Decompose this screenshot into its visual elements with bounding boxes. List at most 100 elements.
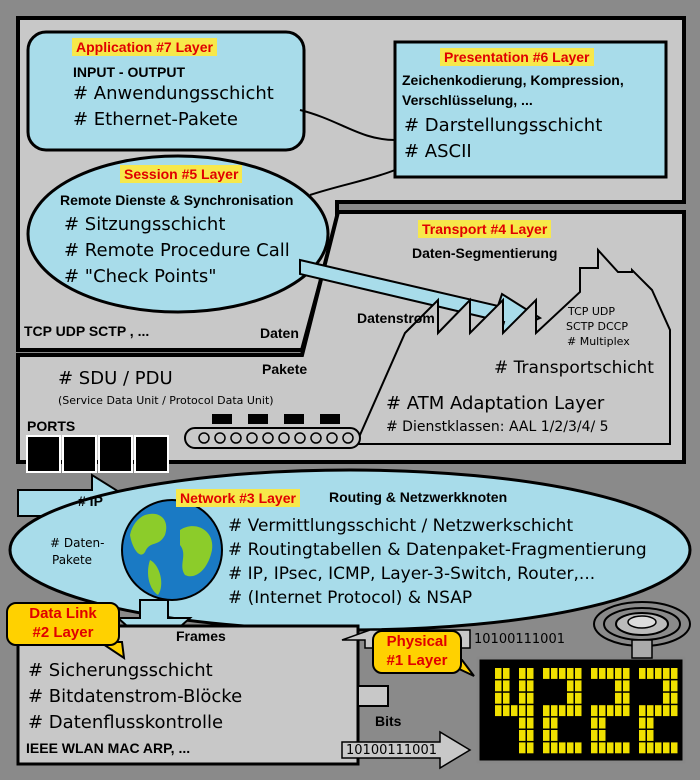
- signal-icon: [594, 602, 690, 658]
- display-pixel: [575, 705, 582, 716]
- display-pixel: [575, 742, 582, 753]
- datalink-item: # Datenflusskontrolle: [28, 712, 223, 733]
- display-pixel: [663, 693, 670, 704]
- display-pixel: [607, 668, 614, 679]
- display-pixel: [575, 668, 582, 679]
- display-pixel: [647, 742, 654, 753]
- display-pixel: [567, 668, 574, 679]
- display-pixel: [615, 668, 622, 679]
- network-item: # Vermittlungsschicht / Netzwerkschicht: [228, 516, 573, 536]
- display-pixel: [551, 742, 558, 753]
- display-pixel: [495, 680, 502, 691]
- sdu-label: # SDU / PDU: [58, 368, 173, 389]
- network-item: # (Internet Protocol) & NSAP: [228, 588, 472, 608]
- display-pixel: [623, 680, 630, 691]
- display-pixel: [519, 742, 526, 753]
- network-item: # IP, IPsec, ICMP, Layer-3-Switch, Route…: [228, 564, 595, 584]
- display-pixel: [639, 718, 646, 729]
- display-pixel: [655, 668, 662, 679]
- display-pixel: [663, 668, 670, 679]
- display-pixel: [671, 705, 678, 716]
- display-pixel: [615, 705, 622, 716]
- display-pixel: [671, 693, 678, 704]
- display-pixel: [575, 693, 582, 704]
- session-heading: Remote Dienste & Synchronisation: [60, 192, 293, 208]
- display-pixel: [495, 668, 502, 679]
- display-pixel: [591, 705, 598, 716]
- display-pixel: [599, 668, 606, 679]
- display-pixel: [567, 705, 574, 716]
- display-pixel: [527, 730, 534, 741]
- display-pixel: [599, 705, 606, 716]
- display-pixel: [527, 668, 534, 679]
- network-side-2: Pakete: [52, 553, 92, 567]
- display-pixel: [647, 705, 654, 716]
- datalink-tag: Data Link #2 Layer: [6, 602, 120, 646]
- factory-protocol: TCP UDP: [568, 305, 615, 318]
- datalink-protocols: IEEE WLAN MAC ARP, ...: [26, 740, 190, 756]
- ip-label: # IP: [78, 493, 103, 509]
- datalink-tag-line-1: Data Link: [8, 604, 118, 623]
- datalink-item: # Bitdatenstrom-Blöcke: [28, 686, 242, 707]
- presentation-heading-1: Zeichenkodierung, Kompression,: [402, 72, 624, 88]
- display-pixel: [647, 730, 654, 741]
- display-pixel: [671, 742, 678, 753]
- display-pixel: [503, 668, 510, 679]
- application-item: # Anwendungsschicht: [73, 83, 274, 104]
- display-pixel: [591, 742, 598, 753]
- display-pixel: [495, 705, 502, 716]
- display-pixel: [527, 718, 534, 729]
- physical-tag-line-1: Physical: [374, 632, 460, 651]
- display-pixel: [543, 705, 550, 716]
- display-pixel: [519, 705, 526, 716]
- display-pixel: [639, 730, 646, 741]
- presentation-tag: Presentation #6 Layer: [440, 48, 594, 66]
- display-pixel: [663, 742, 670, 753]
- display-pixel: [615, 680, 622, 691]
- display-pixel: [639, 705, 646, 716]
- application-heading: INPUT - OUTPUT: [73, 64, 185, 80]
- display-pixel: [591, 668, 598, 679]
- transport-protocols: TCP UDP SCTP , ...: [24, 323, 149, 339]
- transportschicht: # Transportschicht: [494, 358, 654, 378]
- display-pixel: [519, 730, 526, 741]
- network-tag: Network #3 Layer: [176, 489, 300, 507]
- display-pixel: [519, 680, 526, 691]
- display-pixel: [567, 742, 574, 753]
- display-pixel: [671, 680, 678, 691]
- display-pixel: [495, 693, 502, 704]
- transport-heading: Daten-Segmentierung: [412, 245, 557, 261]
- display-pixel: [559, 705, 566, 716]
- display-pixel: [551, 718, 558, 729]
- bits-label: Bits: [375, 713, 401, 729]
- display-pixel: [655, 742, 662, 753]
- application-tag: Application #7 Layer: [72, 38, 217, 56]
- display-pixel: [551, 730, 558, 741]
- factory-protocol: # Multiplex: [567, 335, 630, 348]
- display-pixel: [543, 668, 550, 679]
- display-pixel: [519, 668, 526, 679]
- datalink-item: # Sicherungsschicht: [28, 660, 213, 681]
- atm-layer: # ATM Adaptation Layer: [386, 393, 604, 414]
- display-pixel: [543, 718, 550, 729]
- display-pixel: [575, 680, 582, 691]
- pakete-label: Pakete: [262, 361, 307, 377]
- application-item: # Ethernet-Pakete: [73, 109, 238, 130]
- display-pixel: [543, 742, 550, 753]
- display-pixel: [607, 742, 614, 753]
- dienstklassen: # Dienstklassen: AAL 1/2/3/4/ 5: [386, 419, 609, 435]
- presentation-heading-2: Verschlüsselung, ...: [402, 92, 533, 108]
- factory-protocol: SCTP DCCP: [566, 320, 628, 333]
- display-pixel: [663, 705, 670, 716]
- display-pixel: [551, 705, 558, 716]
- display-pixel: [623, 742, 630, 753]
- network-heading: Routing & Netzwerkknoten: [329, 489, 507, 505]
- daten-label: Daten: [260, 325, 299, 341]
- ports-label: PORTS: [27, 418, 75, 434]
- presentation-item: # Darstellungsschicht: [404, 115, 602, 136]
- transport-tag: Transport #4 Layer: [418, 220, 551, 238]
- display-pixel: [551, 668, 558, 679]
- display-pixel: [543, 730, 550, 741]
- display-pixel: [671, 668, 678, 679]
- display-pixel: [503, 680, 510, 691]
